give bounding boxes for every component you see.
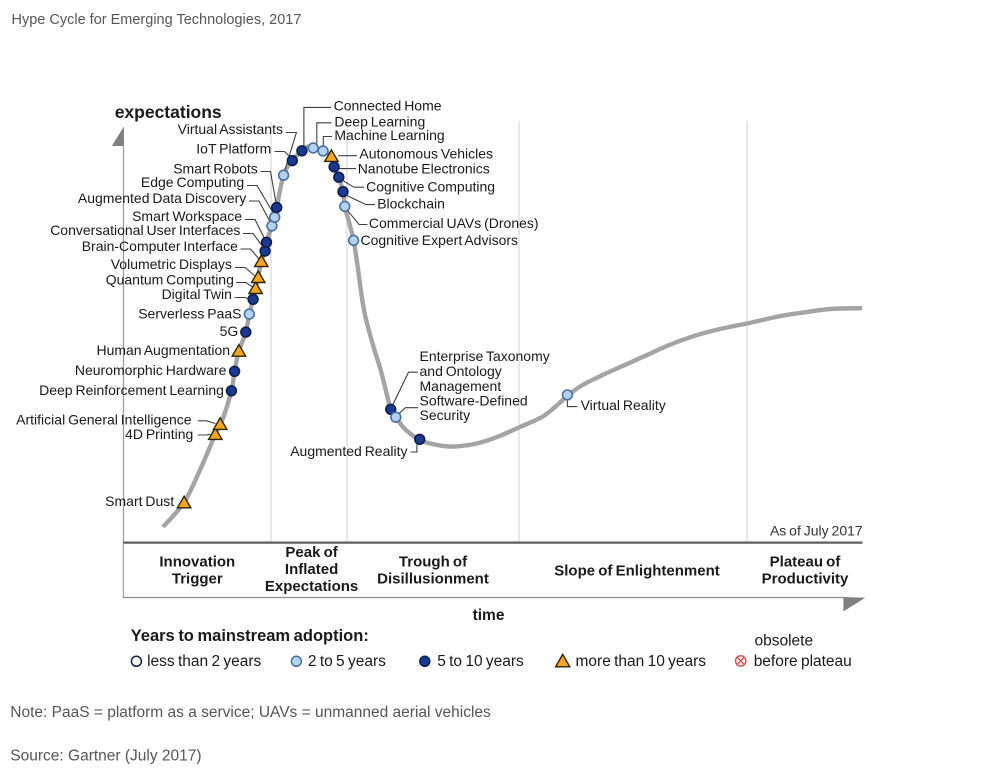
svg-text:expectations: expectations	[115, 102, 222, 122]
svg-text:Artificial General Intelligenc: Artificial General Intelligence	[16, 412, 192, 428]
svg-text:Smart Robots: Smart Robots	[173, 161, 258, 177]
svg-text:Commercial UAVs (Drones): Commercial UAVs (Drones)	[369, 215, 539, 231]
svg-text:before plateau: before plateau	[754, 653, 852, 670]
svg-text:Deep Learning: Deep Learning	[334, 113, 425, 129]
svg-text:Trigger: Trigger	[172, 571, 223, 588]
svg-text:Hype Cycle for Emerging Techno: Hype Cycle for Emerging Technologies, 20…	[12, 12, 302, 28]
svg-text:Blockchain: Blockchain	[377, 196, 445, 212]
svg-text:Digital Twin: Digital Twin	[162, 286, 232, 302]
svg-text:Brain-Computer Interface: Brain-Computer Interface	[82, 238, 238, 254]
svg-text:Security: Security	[420, 407, 471, 423]
svg-text:obsolete: obsolete	[755, 633, 814, 650]
svg-text:4D Printing: 4D Printing	[125, 426, 193, 442]
svg-text:IoT Platform: IoT Platform	[196, 141, 271, 157]
svg-text:Innovation: Innovation	[159, 554, 235, 571]
svg-text:Quantum Computing: Quantum Computing	[106, 272, 234, 288]
svg-text:2 to 5 years: 2 to 5 years	[308, 653, 386, 670]
svg-text:Human Augmentation: Human Augmentation	[96, 342, 230, 358]
svg-text:5G: 5G	[220, 323, 239, 339]
svg-text:Nanotube Electronics: Nanotube Electronics	[358, 160, 490, 176]
svg-text:Trough of: Trough of	[399, 554, 468, 571]
svg-text:Management: Management	[420, 378, 502, 394]
svg-text:Machine Learning: Machine Learning	[334, 127, 444, 143]
svg-text:Source: Gartner (July 2017): Source: Gartner (July 2017)	[10, 748, 201, 765]
svg-text:Serverless PaaS: Serverless PaaS	[138, 306, 241, 322]
svg-text:Smart Workspace: Smart Workspace	[132, 208, 242, 224]
svg-text:time: time	[473, 607, 505, 624]
svg-text:and Ontology: and Ontology	[420, 363, 502, 379]
svg-text:Augmented Data Discovery: Augmented Data Discovery	[78, 190, 246, 206]
svg-text:5 to 10 years: 5 to 10 years	[437, 653, 524, 670]
svg-text:less than 2 years: less than 2 years	[147, 653, 261, 670]
svg-text:Enterprise Taxonomy: Enterprise Taxonomy	[420, 348, 550, 364]
svg-text:Deep Reinforcement Learning: Deep Reinforcement Learning	[39, 382, 224, 398]
svg-text:Augmented Reality: Augmented Reality	[290, 443, 407, 459]
svg-text:more than 10 years: more than 10 years	[576, 653, 707, 670]
svg-text:Plateau of: Plateau of	[770, 554, 842, 571]
svg-text:Neuromorphic Hardware: Neuromorphic Hardware	[75, 362, 227, 378]
svg-text:Peak of: Peak of	[285, 544, 338, 561]
svg-text:Smart Dust: Smart Dust	[105, 493, 174, 509]
svg-text:Slope of Enlightenment: Slope of Enlightenment	[554, 563, 720, 580]
svg-text:Note: PaaS = platform as a ser: Note: PaaS = platform as a service; UAVs…	[10, 704, 491, 721]
svg-text:Connected Home: Connected Home	[334, 97, 442, 113]
svg-text:Software-Defined: Software-Defined	[420, 393, 528, 409]
svg-text:Productivity: Productivity	[762, 571, 849, 588]
svg-text:Edge Computing: Edge Computing	[141, 174, 244, 190]
svg-text:Autonomous Vehicles: Autonomous Vehicles	[359, 146, 493, 162]
svg-text:Volumetric Displays: Volumetric Displays	[111, 256, 232, 272]
svg-text:Conversational User Interfaces: Conversational User Interfaces	[50, 222, 240, 238]
svg-text:Virtual Assistants: Virtual Assistants	[178, 121, 283, 137]
svg-text:Virtual Reality: Virtual Reality	[581, 397, 666, 413]
svg-text:Years to mainstream adoption:: Years to mainstream adoption:	[131, 627, 369, 645]
svg-text:Cognitive Expert Advisors: Cognitive Expert Advisors	[361, 232, 519, 248]
svg-text:Cognitive Computing: Cognitive Computing	[366, 178, 495, 194]
svg-text:Inflated: Inflated	[285, 561, 338, 578]
svg-text:Expectations: Expectations	[265, 578, 358, 595]
svg-text:As of July 2017: As of July 2017	[770, 523, 863, 539]
svg-text:Disillusionment: Disillusionment	[377, 571, 489, 588]
